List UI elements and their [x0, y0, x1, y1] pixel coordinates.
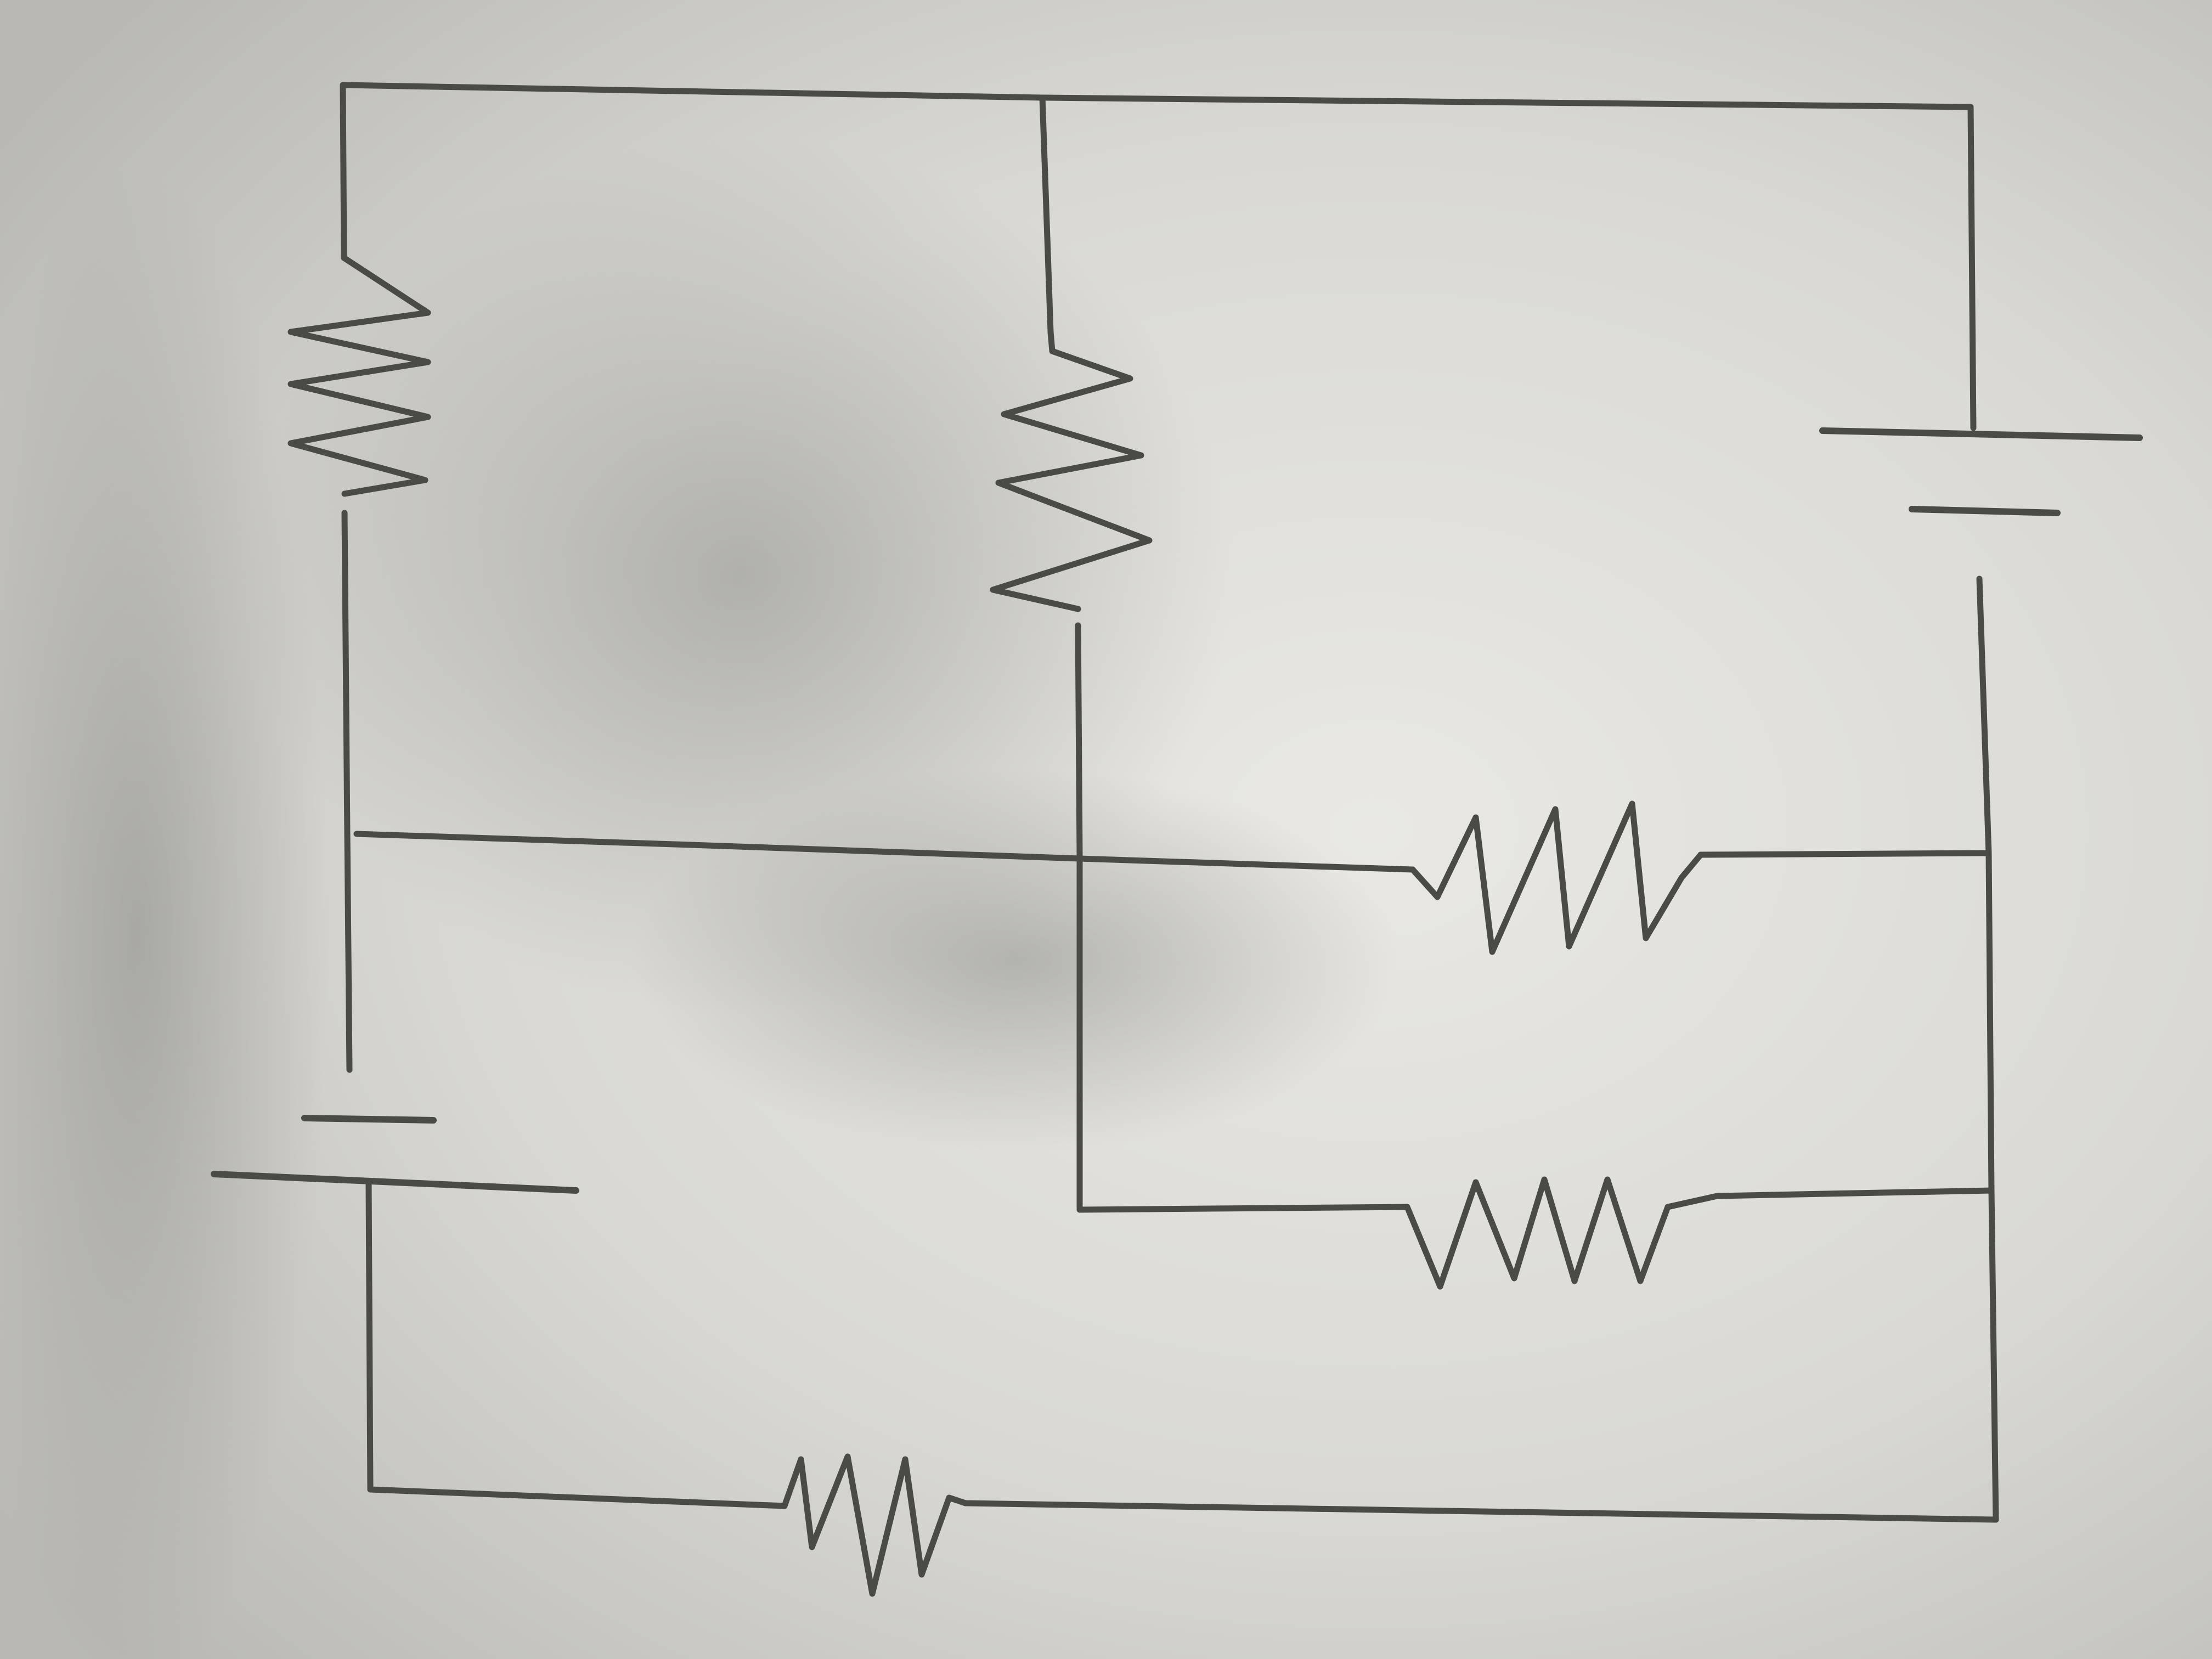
wire-left-bottom: [365, 1182, 374, 1493]
wire-bottom-left: [367, 1486, 788, 1509]
battery-b1-short-plate: [1909, 506, 2061, 516]
shadow-region: [631, 768, 1399, 1152]
battery-b2-short-plate: [301, 1115, 437, 1124]
resistor-r4: [1404, 1176, 1671, 1290]
wire-center-lower: [1075, 622, 1083, 1213]
wire-right-lower: [1976, 575, 1999, 1523]
shadow-region: [0, 165, 329, 1659]
wire-r3-right: [1697, 850, 1992, 858]
wire-left-upper: [340, 82, 347, 261]
wire-right-upper: [1967, 104, 1977, 431]
battery-b2-long-plate: [211, 1171, 579, 1194]
wire-r4-left: [1076, 1204, 1410, 1213]
wire-center-upper: [1039, 94, 1054, 335]
wire-bottom-right: [962, 1500, 1999, 1523]
wire-middle-horizontal: [353, 831, 1416, 873]
wire-r4-right: [1664, 1187, 1995, 1210]
resistor-r3: [1409, 800, 1704, 955]
resistor-r2: [990, 329, 1153, 612]
battery-b1-long-plate: [1819, 427, 2143, 441]
resistor-r1: [287, 255, 431, 497]
resistor-r5: [781, 1453, 969, 1597]
wire-left-lower: [344, 831, 353, 1073]
wire-left-middle: [341, 510, 351, 837]
